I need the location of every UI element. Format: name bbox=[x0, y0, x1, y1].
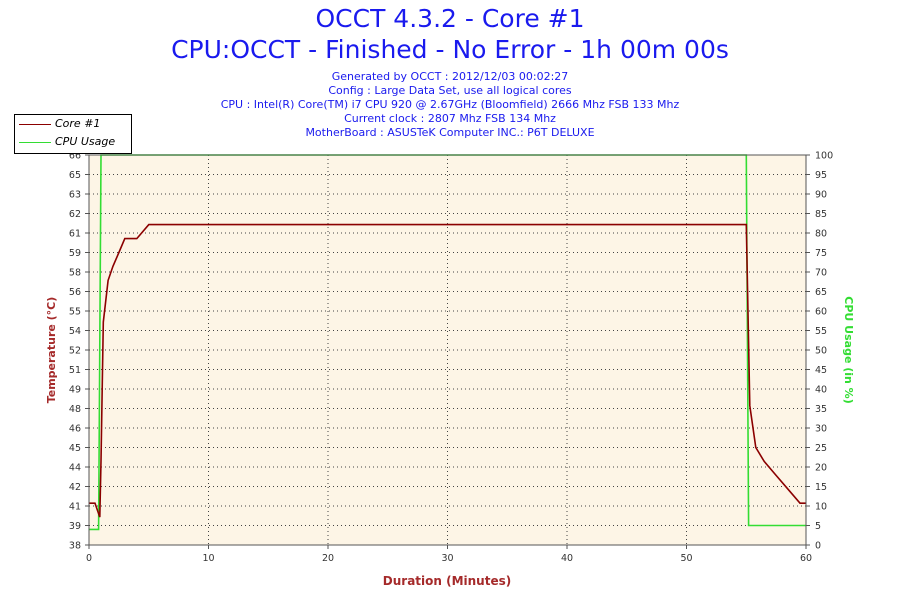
legend-swatch-core bbox=[19, 124, 51, 125]
x-tick-label: 0 bbox=[86, 553, 92, 564]
right-tick-label: 80 bbox=[815, 229, 827, 240]
right-tick-label: 0 bbox=[815, 541, 821, 552]
legend-swatch-cpu-usage bbox=[19, 142, 51, 143]
legend-item-cpu-usage: CPU Usage bbox=[15, 134, 131, 150]
left-axis-ticks: 38 39 41 42 44 45 46 48 49 51 52 54 55 56 58 59 61 62 63 65… bbox=[69, 151, 89, 552]
plot-area bbox=[89, 155, 806, 545]
right-tick-label: 90 bbox=[815, 190, 827, 201]
right-tick-label: 20 bbox=[815, 463, 827, 474]
x-tick-label: 30 bbox=[441, 553, 453, 564]
right-tick-label: 50 bbox=[815, 346, 827, 357]
left-tick-label: 52 bbox=[69, 346, 81, 357]
x-tick-label: 60 bbox=[800, 553, 812, 564]
left-tick-label: 44 bbox=[69, 463, 81, 474]
right-axis-title: CPU Usage (in %) bbox=[842, 296, 855, 403]
x-tick-label: 50 bbox=[680, 553, 692, 564]
x-axis-ticks: 0 10 20 30 40 50 60 bbox=[86, 545, 812, 564]
right-tick-label: 70 bbox=[815, 268, 827, 279]
left-tick-label: 48 bbox=[69, 404, 81, 415]
right-tick-label: 10 bbox=[815, 502, 827, 513]
info-cpu: CPU : Intel(R) Core(TM) i7 CPU 920 @ 2.6… bbox=[220, 98, 680, 111]
right-tick-label: 75 bbox=[815, 248, 827, 259]
right-tick-label: 15 bbox=[815, 482, 827, 493]
right-tick-label: 35 bbox=[815, 404, 827, 415]
left-tick-label: 46 bbox=[69, 424, 81, 435]
left-tick-label: 62 bbox=[69, 209, 81, 220]
right-tick-label: 25 bbox=[815, 443, 827, 454]
info-generated: Generated by OCCT : 2012/12/03 00:02:27 bbox=[331, 70, 569, 83]
left-axis-title: Temperature (°C) bbox=[45, 297, 58, 404]
left-tick-label: 54 bbox=[69, 326, 81, 337]
right-tick-label: 45 bbox=[815, 365, 827, 376]
left-tick-label: 56 bbox=[69, 287, 81, 298]
left-tick-label: 65 bbox=[69, 170, 81, 181]
info-motherboard: MotherBoard : ASUSTeK Computer INC.: P6T… bbox=[305, 126, 595, 139]
right-tick-label: 30 bbox=[815, 424, 827, 435]
left-tick-label: 66 bbox=[69, 151, 81, 162]
x-tick-label: 10 bbox=[202, 553, 214, 564]
legend-label-core: Core #1 bbox=[55, 117, 101, 130]
legend: Core #1 CPU Usage bbox=[14, 114, 132, 154]
left-tick-label: 63 bbox=[69, 190, 81, 201]
left-tick-label: 38 bbox=[69, 541, 81, 552]
x-axis-title: Duration (Minutes) bbox=[383, 574, 511, 588]
info-current-clock: Current clock : 2807 Mhz FSB 134 Mhz bbox=[344, 112, 556, 125]
legend-label-cpu-usage: CPU Usage bbox=[55, 135, 116, 148]
left-tick-label: 51 bbox=[69, 365, 81, 376]
legend-item-core: Core #1 bbox=[15, 116, 131, 132]
left-tick-label: 59 bbox=[69, 248, 81, 259]
grid-lines bbox=[89, 155, 806, 545]
right-tick-label: 100 bbox=[815, 151, 833, 162]
left-tick-label: 61 bbox=[69, 229, 81, 240]
info-config: Config : Large Data Set, use all logical… bbox=[328, 84, 572, 97]
right-tick-label: 60 bbox=[815, 307, 827, 318]
chart-subtitle: CPU:OCCT - Finished - No Error - 1h 00m … bbox=[171, 35, 729, 64]
right-tick-label: 40 bbox=[815, 385, 827, 396]
chart-title: OCCT 4.3.2 - Core #1 bbox=[315, 4, 585, 33]
left-tick-label: 49 bbox=[69, 385, 81, 396]
right-tick-label: 65 bbox=[815, 287, 827, 298]
left-tick-label: 45 bbox=[69, 443, 81, 454]
left-tick-label: 39 bbox=[69, 521, 81, 532]
right-axis-ticks: 0 5 10 15 20 25 30 35 40 45 50 55 60 65 70 75 80 85 90 95 10… bbox=[806, 151, 833, 552]
right-tick-label: 55 bbox=[815, 326, 827, 337]
left-tick-label: 58 bbox=[69, 268, 81, 279]
right-tick-label: 95 bbox=[815, 170, 827, 181]
left-tick-label: 42 bbox=[69, 482, 81, 493]
left-tick-label: 55 bbox=[69, 307, 81, 318]
x-tick-label: 20 bbox=[322, 553, 334, 564]
x-tick-label: 40 bbox=[561, 553, 573, 564]
right-tick-label: 85 bbox=[815, 209, 827, 220]
right-tick-label: 5 bbox=[815, 521, 821, 532]
series-line-core-1 bbox=[89, 223, 806, 518]
left-tick-label: 41 bbox=[69, 502, 81, 513]
